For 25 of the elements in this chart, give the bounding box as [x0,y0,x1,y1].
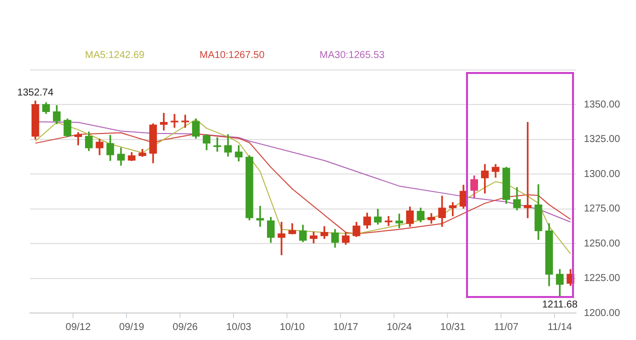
x-tick-label: 10/31 [440,322,466,333]
text: MA10:1267.50 [199,50,265,61]
y-tick-label: 1225.00 [584,273,620,284]
x-tick-label: 11/07 [494,322,519,333]
candlestick [384,216,392,226]
x-tick-label: 09/26 [172,322,198,333]
text: MA30:1265.53 [320,50,386,61]
y-tick-label: 1325.00 [584,134,620,146]
y-tick-label: 1275.00 [584,204,620,215]
text: MA5:1242.69 [85,50,145,61]
x-tick-label: 09/12 [66,322,92,333]
x-tick-label: 11/14 [548,322,572,333]
annotation: 1352.74 [17,88,54,99]
y-tick-label: 1350.00 [584,99,620,110]
y-tick-label: 1250.00 [584,238,620,250]
y-tick-label: 1200.00 [584,308,620,319]
candlestick [170,114,178,128]
candlestick [278,222,286,256]
x-tick-label: 10/10 [280,322,306,333]
x-tick-label: 10/03 [226,322,252,333]
x-tick-label: 10/17 [333,322,359,333]
annotation: 1211.68 [542,300,578,311]
y-tick-label: 1300.00 [584,168,620,180]
x-tick-label: 10/24 [386,322,412,333]
x-tick-label: 09/19 [119,322,145,333]
